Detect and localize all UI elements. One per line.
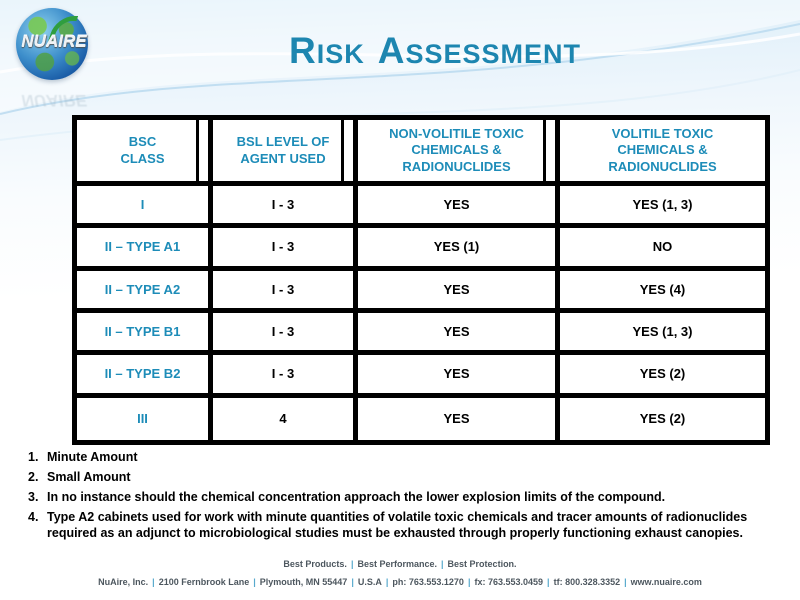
separator: | [253,577,256,587]
row-vol-cell: YES (1, 3) [560,313,765,356]
row-bsl-cell: I - 3 [213,355,358,398]
title-initial-2: A [377,30,406,71]
row-vol-cell: YES (2) [639,411,686,427]
row-nonvol-cell: YES [358,355,560,398]
title-rest-1: ISK [316,39,365,69]
row-class-cell: II – TYPE B2 [77,355,213,398]
separator: | [351,577,354,587]
column-header-bsl-level: BSL LEVEL OF AGENT USED [213,120,358,186]
separator: | [152,577,155,587]
row-vol-cell: YES (2) [560,355,765,398]
logo-wordmark: NUAIRE [21,32,87,51]
column-header-non-volatile: NON-VOLITILE TOXIC CHEMICALS & RADIONUCL… [358,120,560,186]
row-nonvol-cell: YES [358,397,560,440]
row-class-cell: II – TYPE A2 [77,270,213,313]
footnotes-list: 1. Minute Amount 2. Small Amount 3. In n… [28,449,786,545]
footnote-number: 2. [28,470,39,484]
row-class-cell: I [77,186,213,229]
footnote-text: Type A2 cabinets used for work with minu… [47,510,748,540]
info-segment: Plymouth, MN 55447 [259,577,348,587]
footnote-text: In no instance should the chemical conce… [47,490,666,504]
row-class-cell: III [77,397,213,440]
footnote-item: 3. In no instance should the chemical co… [28,489,786,505]
info-segment: fx: 763.553.0459 [474,577,544,587]
info-segment: 2100 Fernbrook Lane [158,577,250,587]
column-header-bsc-class: BSC CLASS [77,120,213,186]
title-rest-2: SSESSMENT [405,39,581,69]
footnote-number: 4. [28,510,39,524]
info-segment: U.S.A [357,577,382,587]
footnote-number: 1. [28,450,39,464]
tagline-segment: Best Protection. [447,559,517,569]
footnote-number: 3. [28,490,39,504]
row-vol-cell: YES (1, 3) [560,186,765,229]
row-bsl-cell: I - 3 [213,186,358,229]
tagline-segment: Best Products. [283,559,347,569]
row-bsl-cell: I - 3 [213,228,358,271]
separator: | [467,577,471,587]
row-vol-cell: YES (4) [560,271,765,313]
page-title: RISK ASSESSMENT [70,30,800,72]
risk-assessment-table: BSC CLASS BSL LEVEL OF AGENT USED NON-VO… [72,115,770,445]
info-segment: tf: 800.328.3352 [553,577,621,587]
tagline-segment: Best Performance. [357,559,438,569]
row-class-cell: II – TYPE A1 [77,228,213,271]
separator: | [385,577,389,587]
footer-contact-info: NuAire, Inc. | 2100 Fernbrook Lane | Plymout… [0,577,800,587]
row-bsl-cell: 4 [213,397,358,440]
separator: | [547,577,550,587]
nuaire-logo: NUAIRE NUAIRE [14,6,94,116]
title-initial-1: R [289,30,317,71]
row-bsl-cell: I - 3 [213,270,358,313]
row-nonvol-cell: YES (1) [358,228,560,271]
footnote-item: 4. Type A2 cabinets used for work with m… [28,509,786,541]
logo-reflection: NUAIRE [21,91,87,110]
row-nonvol-cell: YES [358,186,560,229]
info-segment: ph: 763.553.1270 [392,577,464,587]
globe-icon [16,8,88,80]
row-vol-cell: NO [560,228,765,271]
separator: | [350,559,354,569]
footnote-text: Minute Amount [47,450,138,464]
info-segment-website: www.nuaire.com [630,577,702,587]
footer-tagline: Best Products. | Best Performance. | Best Pr… [0,559,800,569]
column-header-volatile: VOLITILE TOXIC CHEMICALS & RADIONUCLIDES [560,120,765,186]
info-segment: NuAire, Inc. [98,577,149,587]
separator: | [441,559,444,569]
row-nonvol-cell: YES [358,270,560,313]
row-class-cell: II – TYPE B1 [77,312,213,356]
footnote-item: 2. Small Amount [28,469,786,485]
footnote-item: 1. Minute Amount [28,449,786,465]
row-nonvol-cell: YES [358,312,560,356]
row-bsl-cell: I - 3 [213,312,358,356]
footnote-text: Small Amount [47,470,131,484]
separator: | [624,577,627,587]
